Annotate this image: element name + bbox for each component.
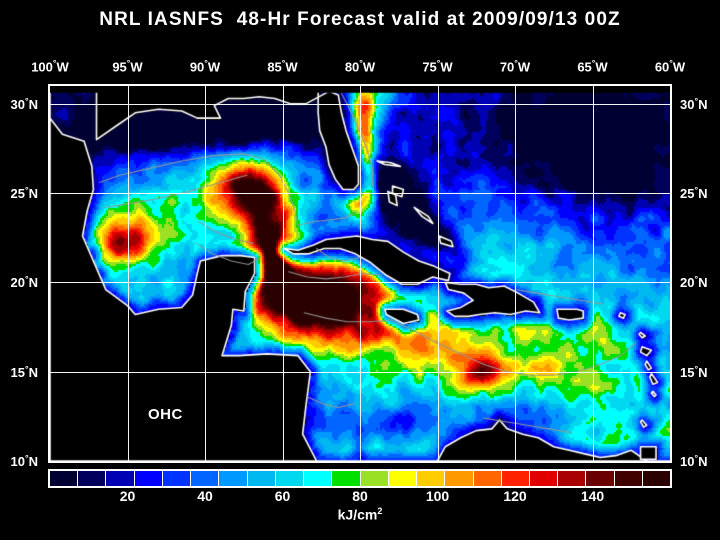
colorbar-cell-8 xyxy=(275,471,305,486)
colorbar-cell-20 xyxy=(614,471,643,486)
colorbar-cell-0 xyxy=(50,471,79,486)
colorbar xyxy=(48,469,672,488)
colorbar-unit-label: kJ/cm2 xyxy=(0,506,720,523)
lat-tick-10N: 10°N xyxy=(10,452,38,470)
lat-tick-10N: 10°N xyxy=(680,452,708,470)
longitude-axis: 100°W 95°W 90°W 85°W 80°W 75°W 70°W 65°W 60°W xyxy=(0,58,720,76)
colorbar-tick-120: 120 xyxy=(503,488,527,504)
colorbar-cell-12 xyxy=(388,471,418,486)
colorbar-tick-labels: 20 40 60 80 100 120 140 xyxy=(0,488,720,506)
colorbar-tick-140: 140 xyxy=(580,488,605,504)
colorbar-tick-20: 20 xyxy=(119,488,136,504)
colorbar-cell-15 xyxy=(473,471,502,486)
colorbar-cell-19 xyxy=(586,471,615,486)
colorbar-unit-text: kJ/cm xyxy=(337,506,378,523)
colorbar-cell-10 xyxy=(332,471,361,486)
colorbar-tick-40: 40 xyxy=(197,488,213,504)
lat-tick-15N: 15°N xyxy=(680,363,708,380)
lat-tick-25N: 25°N xyxy=(10,184,38,202)
lon-tick-100W: 100°W xyxy=(31,58,69,75)
colorbar-cell-4 xyxy=(162,471,192,486)
colorbar-cell-13 xyxy=(417,471,446,486)
colorbar-cell-1 xyxy=(78,471,107,486)
colorbar-cell-2 xyxy=(106,471,135,486)
lon-tick-95W: 95°W xyxy=(112,58,143,75)
ohc-heatmap-canvas xyxy=(50,86,670,461)
colorbar-tick-80: 80 xyxy=(352,488,368,504)
colorbar-tick-60: 60 xyxy=(274,488,291,504)
colorbar-cell-7 xyxy=(247,471,276,486)
lat-tick-20N: 20°N xyxy=(680,274,708,291)
lat-tick-25N: 25°N xyxy=(680,184,708,202)
lon-tick-70W: 70°W xyxy=(499,58,531,75)
colorbar-cell-9 xyxy=(304,471,333,486)
colorbar-cell-14 xyxy=(445,471,474,486)
figure-title: NRL IASNFS 48-Hr Forecast valid at 2009/… xyxy=(99,9,621,30)
colorbar-cell-5 xyxy=(191,471,220,486)
lat-tick-15N: 15°N xyxy=(10,363,38,380)
lat-tick-20N: 20°N xyxy=(10,274,38,291)
map-plot-area: OHC xyxy=(48,84,672,463)
lon-tick-65W: 65°W xyxy=(577,58,608,75)
lon-tick-75W: 75°W xyxy=(422,58,453,75)
lon-tick-90W: 90°W xyxy=(189,58,221,75)
colorbar-cell-16 xyxy=(501,471,530,486)
lon-tick-80W: 80°W xyxy=(344,58,376,75)
colorbar-cell-6 xyxy=(219,471,248,486)
lat-tick-30N: 30°N xyxy=(10,95,38,113)
colorbar-cell-18 xyxy=(558,471,587,486)
lon-tick-85W: 85°W xyxy=(267,58,298,75)
colorbar-unit-exponent: 2 xyxy=(377,506,383,516)
colorbar-cell-17 xyxy=(529,471,559,486)
colorbar-cell-21 xyxy=(642,471,671,486)
colorbar-cell-11 xyxy=(360,471,389,486)
colorbar-tick-100: 100 xyxy=(425,488,450,504)
lon-tick-60W: 60°W xyxy=(654,58,686,75)
lat-tick-30N: 30°N xyxy=(680,95,708,113)
colorbar-cell-3 xyxy=(134,471,163,486)
ohc-annotation: OHC xyxy=(148,406,183,423)
